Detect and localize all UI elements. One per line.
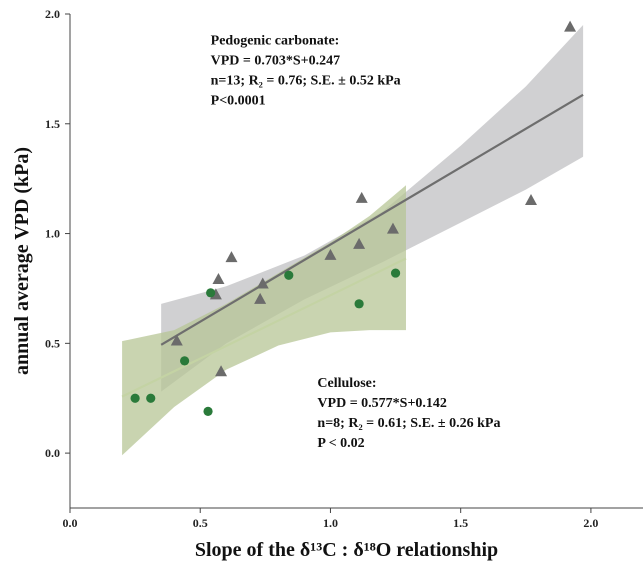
data-point-cellulose <box>390 268 401 278</box>
x-tick-label: 0.0 <box>63 516 78 530</box>
annotation-carbonate-line: VPD = 0.703*S+0.247 <box>211 54 341 69</box>
data-point-pedogenic-carbonate <box>212 273 225 285</box>
data-point-cellulose <box>203 406 213 416</box>
y-axis-title: annual average VPD (kPa) <box>11 147 33 375</box>
x-tick-label: 2.0 <box>583 516 598 530</box>
data-point-pedogenic-carbonate <box>256 277 269 289</box>
y-tick-label: 0.5 <box>45 336 60 350</box>
data-point-pedogenic-carbonate <box>386 222 399 234</box>
y-tick-label: 0.0 <box>45 446 60 460</box>
annotation-cellulose-line: P < 0.02 <box>317 436 364 451</box>
annotation-carbonate-line: Pedogenic carbonate: <box>211 34 340 49</box>
data-points <box>130 20 577 416</box>
confidence-band-cellulose <box>122 185 406 456</box>
x-tick-label: 0.5 <box>193 516 208 530</box>
data-point-cellulose <box>354 299 364 309</box>
data-point-pedogenic-carbonate <box>525 194 538 206</box>
annotation-cellulose-line: n=8; R₂ = 0.61; S.E. ± 0.26 kPa <box>317 416 500 431</box>
data-point-cellulose <box>146 393 156 403</box>
annotation-carbonate-line: n=13; R₂ = 0.76; S.E. ± 0.52 kPa <box>211 74 401 89</box>
axes: 0.0 0.5 1.0 1.5 2.0 0.0 0.5 1.0 1.5 2.0 Slope of t… <box>11 7 643 561</box>
annotation-carbonate-line: P<0.0001 <box>211 94 266 109</box>
annotations: Pedogenic carbonate: VPD = 0.703*S+0.247 n… <box>211 34 501 452</box>
data-point-cellulose <box>284 270 294 280</box>
annotation-cellulose-line: Cellulose: <box>317 376 376 391</box>
fit-line-cellulose <box>121 257 407 398</box>
data-point-pedogenic-carbonate <box>353 237 366 249</box>
data-point-cellulose <box>206 288 216 298</box>
confidence-bands <box>122 24 584 456</box>
data-point-cellulose <box>180 356 190 366</box>
x-tick-label: 1.0 <box>323 516 338 530</box>
data-point-pedogenic-carbonate <box>170 334 183 346</box>
y-tick-label: 1.5 <box>45 117 60 131</box>
x-axis-title: Slope of the δ¹³C : δ¹⁸O relationship <box>195 539 498 561</box>
data-point-pedogenic-carbonate <box>324 248 337 260</box>
data-point-pedogenic-carbonate <box>254 292 267 304</box>
data-point-pedogenic-carbonate <box>564 20 577 32</box>
data-point-cellulose <box>130 393 140 403</box>
fit-lines <box>121 93 584 398</box>
fit-line-pedogenic-carbonate <box>160 93 584 346</box>
annotation-cellulose-line: VPD = 0.577*S+0.142 <box>317 396 447 411</box>
data-point-pedogenic-carbonate <box>355 191 368 203</box>
data-point-pedogenic-carbonate <box>215 365 228 377</box>
y-tick-label: 1.0 <box>45 227 60 241</box>
data-point-pedogenic-carbonate <box>225 251 238 263</box>
x-tick-label: 1.5 <box>453 516 468 530</box>
y-tick-label: 2.0 <box>45 7 60 21</box>
